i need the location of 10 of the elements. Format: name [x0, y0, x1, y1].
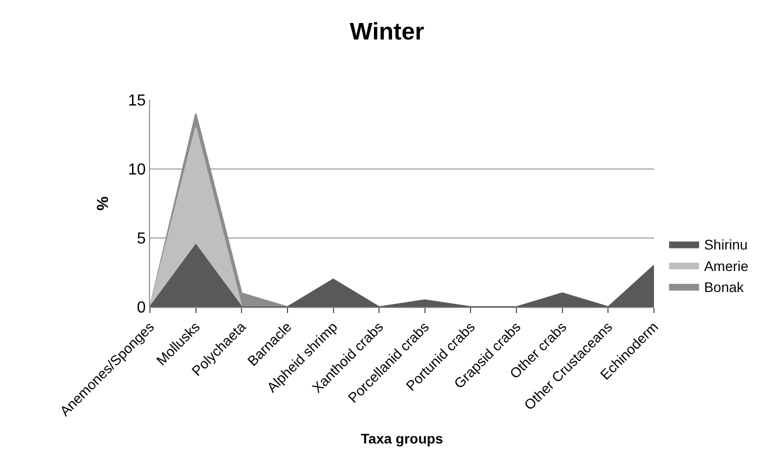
y-axis-title: %: [94, 196, 112, 211]
y-tick-label: 5: [136, 230, 146, 248]
y-tick-label: 15: [128, 92, 146, 110]
legend-label: Shirinu: [704, 236, 748, 253]
legend-label: Amerie: [704, 258, 749, 274]
y-tick-label: 10: [128, 162, 146, 179]
x-axis-title: Taxa groups: [360, 430, 444, 446]
legend-label: Bonak: [704, 279, 745, 296]
y-tick-label: 0: [136, 300, 146, 317]
chart-title: Winter: [350, 18, 424, 46]
